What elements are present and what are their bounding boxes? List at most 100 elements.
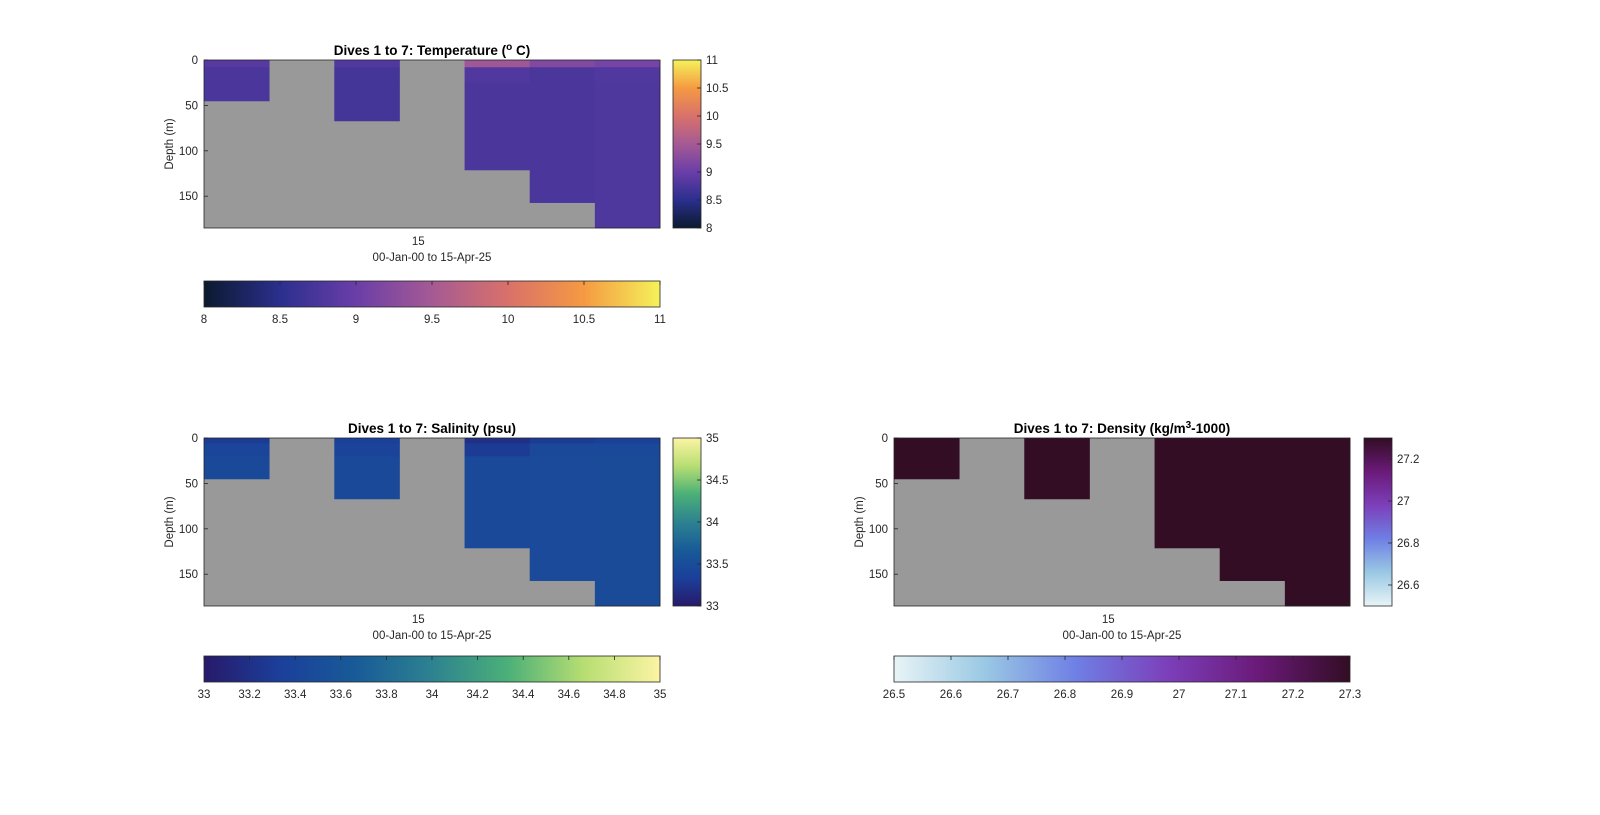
right-colorbar-tick-label: 9 xyxy=(706,167,712,179)
right-colorbar xyxy=(672,437,702,607)
bottom-colorbar-tick-label: 34.2 xyxy=(466,689,488,701)
y-tick-label: 100 xyxy=(179,146,198,158)
density-title: Dives 1 to 7: Density (kg/m3-1000) xyxy=(1014,420,1230,436)
x-tick-label: 15 xyxy=(412,236,425,248)
data-cell-dive-3-layer-1 xyxy=(334,60,400,68)
y-axis-label: Depth (m) xyxy=(164,118,176,169)
right-colorbar-tick-label: 9.5 xyxy=(706,139,722,151)
data-cell-dive-7-layer-1 xyxy=(1284,438,1351,607)
y-axis-label: Depth (m) xyxy=(854,496,866,547)
salinity-panel: Dives 1 to 7: Salinity (psu) 0 50 100 150 Dep… xyxy=(164,421,728,701)
bottom-colorbar-tick-label: 33 xyxy=(198,689,211,701)
bottom-colorbar-tick-label: 26.7 xyxy=(997,689,1019,701)
data-cell-dive-3-layer-3 xyxy=(334,82,400,122)
bottom-colorbar-tick-label: 34.6 xyxy=(558,689,580,701)
data-cell-dive-1-layer-3 xyxy=(204,82,270,102)
bottom-colorbar-tick-label: 10 xyxy=(502,314,515,326)
data-cell-dive-3-layer-1 xyxy=(334,438,400,444)
data-cell-dive-3-layer-3 xyxy=(334,456,400,500)
y-tick-label: 0 xyxy=(192,433,198,445)
data-cell-dive-5-layer-1 xyxy=(464,438,531,444)
y-tick-label: 50 xyxy=(875,478,888,490)
bottom-colorbar-tick-label: 27.1 xyxy=(1225,689,1247,701)
data-cell-dive-1-layer-2 xyxy=(204,67,270,84)
bottom-colorbar-tick-label: 11 xyxy=(654,314,666,326)
bottom-colorbar-tick-label: 26.5 xyxy=(883,689,905,701)
right-colorbar-tick-label: 34.5 xyxy=(706,475,728,487)
data-cell-dive-6-layer-2 xyxy=(529,67,596,84)
right-colorbar-tick-label: 10.5 xyxy=(706,83,728,95)
data-cell-dive-6-layer-1 xyxy=(1219,438,1286,581)
density-panel: Dives 1 to 7: Density (kg/m3-1000) 0 50 100… xyxy=(854,420,1419,701)
y-tick-label: 0 xyxy=(882,433,888,445)
data-cell-dive-1-layer-3 xyxy=(204,456,270,480)
data-cell-dive-7-layer-1 xyxy=(594,60,661,68)
bottom-colorbar-tick-label: 9.5 xyxy=(424,314,440,326)
data-cell-dive-5-layer-1 xyxy=(1154,438,1221,549)
data-cell-dive-5-layer-1 xyxy=(464,60,531,68)
bottom-colorbar-tick-label: 26.6 xyxy=(940,689,962,701)
y-tick-label: 100 xyxy=(179,524,198,536)
axes-frame xyxy=(203,437,661,607)
x-tick-label: 15 xyxy=(1102,614,1115,626)
data-cell-dive-6-layer-1 xyxy=(529,438,596,444)
data-cell-dive-6-layer-1 xyxy=(529,60,596,68)
x-axis-label: 00-Jan-00 to 15-Apr-25 xyxy=(373,252,492,264)
bottom-colorbar-tick-label: 33.4 xyxy=(284,689,307,701)
bottom-colorbar-tick-label: 33.6 xyxy=(330,689,352,701)
right-colorbar-tick-label: 8.5 xyxy=(706,195,722,207)
temperature-title: Dives 1 to 7: Temperature (o C) xyxy=(334,42,530,58)
data-cell-dive-7-layer-2 xyxy=(594,67,661,84)
y-tick-label: 50 xyxy=(185,100,198,112)
right-colorbar-tick-label: 26.8 xyxy=(1397,538,1419,550)
bottom-colorbar-tick-label: 33.8 xyxy=(375,689,397,701)
bottom-colorbar-tick-label: 26.8 xyxy=(1054,689,1076,701)
x-tick-label: 15 xyxy=(412,614,425,626)
data-cell-dive-7-layer-3 xyxy=(594,456,661,607)
right-colorbar-tick-label: 27 xyxy=(1397,496,1410,508)
x-axis-label: 00-Jan-00 to 15-Apr-25 xyxy=(1063,630,1182,642)
y-tick-label: 50 xyxy=(185,478,198,490)
bottom-colorbar-tick-label: 34 xyxy=(426,689,439,701)
right-colorbar-tick-label: 33.5 xyxy=(706,559,728,571)
bottom-colorbar-tick-label: 10.5 xyxy=(573,314,595,326)
bottom-colorbar-tick-label: 27.3 xyxy=(1339,689,1361,701)
right-colorbar-tick-label: 34 xyxy=(706,517,719,529)
right-colorbar-tick-label: 8 xyxy=(706,223,712,235)
right-colorbar-tick-label: 11 xyxy=(706,55,718,67)
data-cell-dive-7-layer-2 xyxy=(594,443,661,457)
right-colorbar-tick-label: 35 xyxy=(706,433,719,445)
bottom-colorbar xyxy=(893,655,1351,683)
right-colorbar xyxy=(1363,437,1393,607)
salinity-title: Dives 1 to 7: Salinity (psu) xyxy=(348,421,516,436)
bottom-colorbar xyxy=(203,655,661,683)
bottom-colorbar xyxy=(203,280,661,308)
axes-frame xyxy=(203,59,661,229)
data-cell-dive-5-layer-3 xyxy=(464,82,531,171)
right-colorbar xyxy=(672,59,702,229)
bottom-colorbar-tick-label: 34.8 xyxy=(603,689,625,701)
axes-frame xyxy=(893,437,1351,607)
bottom-colorbar-tick-label: 26.9 xyxy=(1111,689,1133,701)
data-cell-dive-6-layer-2 xyxy=(529,443,596,457)
y-tick-label: 0 xyxy=(192,55,198,67)
data-cell-dive-6-layer-3 xyxy=(529,82,596,203)
bottom-colorbar-tick-label: 33.2 xyxy=(238,689,260,701)
right-colorbar-tick-label: 10 xyxy=(706,111,719,123)
temperature-panel: Dives 1 to 7: Temperature (o C)050100150… xyxy=(164,42,728,326)
bottom-colorbar-tick-label: 35 xyxy=(654,689,667,701)
y-tick-label: 150 xyxy=(179,191,198,203)
y-tick-label: 150 xyxy=(179,569,198,581)
data-cell-dive-7-layer-1 xyxy=(594,438,661,444)
right-colorbar-tick-label: 33 xyxy=(706,601,719,613)
data-cell-dive-1-layer-1 xyxy=(204,60,270,68)
data-cell-dive-5-layer-2 xyxy=(464,443,531,457)
y-axis-label: Depth (m) xyxy=(164,496,176,547)
y-tick-label: 100 xyxy=(869,524,888,536)
right-colorbar-tick-label: 26.6 xyxy=(1397,580,1419,592)
data-cell-dive-3-layer-2 xyxy=(334,67,400,84)
data-cell-dive-5-layer-2 xyxy=(464,67,531,84)
data-cell-dive-1-layer-1 xyxy=(204,438,270,444)
bottom-colorbar-tick-label: 27.2 xyxy=(1282,689,1304,701)
y-tick-label: 150 xyxy=(869,569,888,581)
